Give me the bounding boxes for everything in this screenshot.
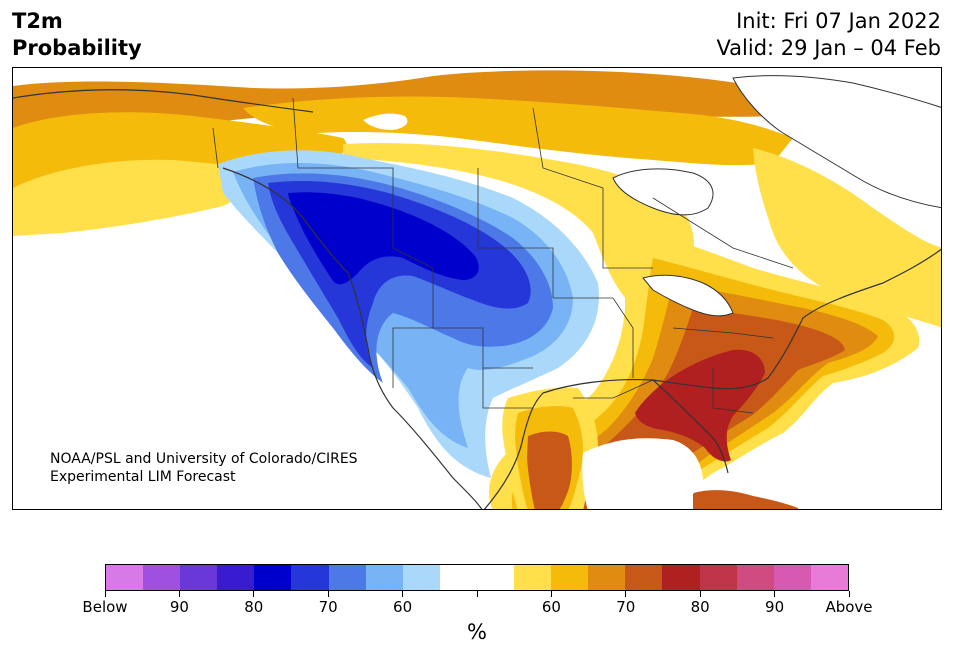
colorbar-segment: [402, 565, 440, 590]
colorbar-tick: [550, 591, 552, 597]
valid-period: Valid: 29 Jan – 04 Feb: [716, 36, 941, 60]
probability-map: NOAA/PSL and University of Colorado/CIRE…: [12, 67, 942, 510]
colorbar-tick-label: 90: [765, 598, 785, 616]
credit-line-2: Experimental LIM Forecast: [50, 469, 236, 485]
forecast-dates: Init: Fri 07 Jan 2022 Valid: 29 Jan – 04…: [716, 8, 941, 62]
region-above-75-southeast: [635, 349, 765, 462]
region-neutral-north: [363, 113, 408, 130]
region-above-55-alaska: [13, 159, 273, 236]
colorbar-tick: [178, 591, 180, 597]
colorbar-segment: [514, 565, 552, 590]
map-title: T2m Probability: [12, 8, 142, 62]
colorbar-tick-label: 70: [616, 598, 636, 616]
colorbar-tick: [848, 591, 850, 597]
great-lakes: [642, 274, 734, 317]
colorbar-segment: [588, 565, 626, 590]
colorbar-tick: [253, 591, 255, 597]
region-cuba: [693, 490, 798, 509]
colorbar-segment: [662, 565, 700, 590]
colorbar-tick-label: 60: [541, 598, 561, 616]
colorbar-tick-label: 90: [169, 598, 189, 616]
colorbar-segment: [143, 565, 181, 590]
colorbar-tick-label: 60: [393, 598, 413, 616]
colorbar-segment: [439, 565, 477, 590]
colorbar-tick: [699, 591, 701, 597]
region-above-60-north-canada: [243, 96, 793, 166]
colorbar-tick: [476, 591, 478, 597]
colorbar: [105, 564, 849, 591]
region-below-75: [288, 192, 479, 285]
colorbar-segment: [254, 565, 292, 590]
colorbar-segment: [699, 565, 737, 590]
colorbar-unit: %: [467, 620, 487, 644]
colorbar-tick-label: 80: [690, 598, 710, 616]
colorbar-tick-label: 70: [318, 598, 338, 616]
colorbar-segment: [365, 565, 403, 590]
colorbar-tick: [625, 591, 627, 597]
hudson-bay: [612, 168, 714, 216]
init-date: Init: Fri 07 Jan 2022: [736, 9, 941, 33]
credit-line-1: NOAA/PSL and University of Colorado/CIRE…: [50, 451, 358, 467]
colorbar-segment: [328, 565, 366, 590]
title-variable: T2m: [12, 9, 63, 33]
political-boundaries: [212, 97, 794, 414]
colorbar-segment: [180, 565, 218, 590]
colorbar-tick: [774, 591, 776, 597]
gulf-of-mexico: [582, 438, 703, 509]
region-above-55-northeast: [753, 148, 941, 328]
colorbar-tick: [327, 591, 329, 597]
region-above-55-canada: [343, 142, 694, 306]
colorbar-segment: [736, 565, 774, 590]
arctic-archipelago: [732, 75, 941, 209]
colorbar-segment: [810, 565, 848, 590]
map-canvas: [13, 68, 941, 509]
colorbar-segment: [291, 565, 329, 590]
colorbar-segment: [625, 565, 663, 590]
colorbar-segment: [106, 565, 144, 590]
colorbar-tick: [104, 591, 106, 597]
colorbar-tick-label: 80: [244, 598, 264, 616]
colorbar-tick: [402, 591, 404, 597]
region-above-65-north: [13, 70, 843, 198]
region-above-70-mexico: [527, 431, 572, 509]
map-credit: NOAA/PSL and University of Colorado/CIRE…: [50, 450, 358, 486]
colorbar-tick-label: Above: [825, 598, 873, 616]
title-type: Probability: [12, 36, 142, 60]
colorbar-tick-label: Below: [82, 598, 128, 616]
colorbar-segment: [476, 565, 515, 590]
colorbar-segment: [551, 565, 589, 590]
colorbar-segment: [217, 565, 255, 590]
colorbar-segment: [773, 565, 811, 590]
